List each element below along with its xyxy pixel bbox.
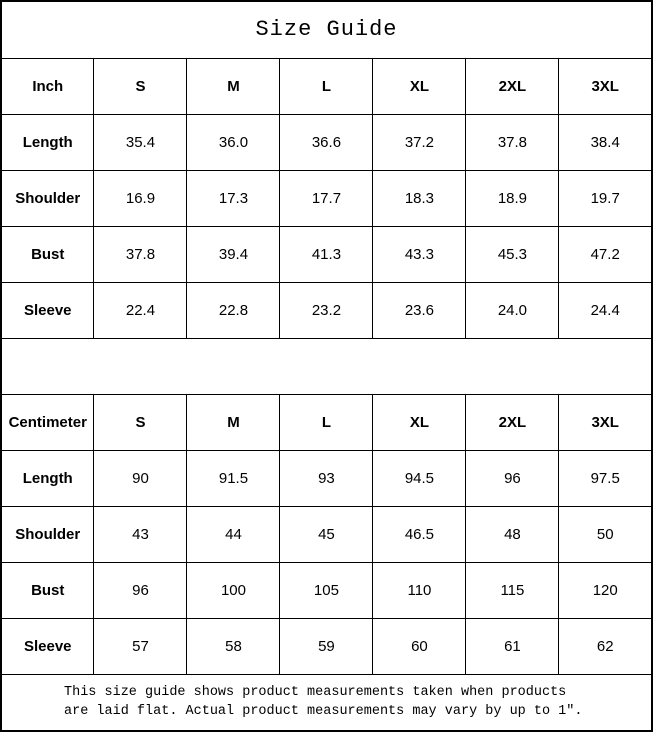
measurement-value: 37.2 <box>372 113 467 171</box>
size-header-m: M <box>186 393 281 451</box>
size-header-l: L <box>279 57 374 115</box>
measurement-value: 90 <box>93 449 188 507</box>
measurement-label: Length <box>0 113 95 171</box>
measurement-value: 35.4 <box>93 113 188 171</box>
measurement-value: 36.6 <box>279 113 374 171</box>
size-header-3xl: 3XL <box>558 393 653 451</box>
centimeter-sleeve-row: Sleeve 57 58 59 60 61 62 <box>0 617 653 675</box>
measurement-value: 45.3 <box>465 225 560 283</box>
measurement-value: 41.3 <box>279 225 374 283</box>
measurement-value: 57 <box>93 617 188 675</box>
size-header-m: M <box>186 57 281 115</box>
measurement-value: 23.2 <box>279 281 374 339</box>
measurement-value: 18.3 <box>372 169 467 227</box>
measurement-value: 93 <box>279 449 374 507</box>
inch-header-row: Inch S M L XL 2XL 3XL <box>0 57 653 115</box>
measurement-value: 39.4 <box>186 225 281 283</box>
measurement-value: 62 <box>558 617 653 675</box>
measurement-value: 23.6 <box>372 281 467 339</box>
measurement-label: Shoulder <box>0 505 95 563</box>
measurement-label: Sleeve <box>0 617 95 675</box>
measurement-value: 115 <box>465 561 560 619</box>
measurement-value: 100 <box>186 561 281 619</box>
measurement-value: 22.8 <box>186 281 281 339</box>
size-header-xl: XL <box>372 57 467 115</box>
measurement-value: 17.7 <box>279 169 374 227</box>
size-header-2xl: 2XL <box>465 57 560 115</box>
centimeter-length-row: Length 90 91.5 93 94.5 96 97.5 <box>0 449 653 507</box>
measurement-value: 91.5 <box>186 449 281 507</box>
size-header-s: S <box>93 57 188 115</box>
measurement-value: 19.7 <box>558 169 653 227</box>
measurement-value: 16.9 <box>93 169 188 227</box>
size-header-3xl: 3XL <box>558 57 653 115</box>
measurement-label: Length <box>0 449 95 507</box>
measurement-value: 43.3 <box>372 225 467 283</box>
measurement-value: 47.2 <box>558 225 653 283</box>
measurement-value: 37.8 <box>93 225 188 283</box>
measurement-value: 18.9 <box>465 169 560 227</box>
centimeter-unit-cell: Centimeter <box>0 393 95 451</box>
measurement-value: 44 <box>186 505 281 563</box>
measurement-value: 24.0 <box>465 281 560 339</box>
size-header-xl: XL <box>372 393 467 451</box>
measurement-value: 96 <box>93 561 188 619</box>
measurement-label: Shoulder <box>0 169 95 227</box>
spacer-row <box>1 337 652 395</box>
footnote-row: This size guide shows product measuremen… <box>0 673 653 732</box>
size-header-2xl: 2XL <box>465 393 560 451</box>
centimeter-shoulder-row: Shoulder 43 44 45 46.5 48 50 <box>0 505 653 563</box>
measurement-value: 46.5 <box>372 505 467 563</box>
measurement-value: 58 <box>186 617 281 675</box>
inch-shoulder-row: Shoulder 16.9 17.3 17.7 18.3 18.9 19.7 <box>0 169 653 227</box>
measurement-label: Bust <box>0 225 95 283</box>
centimeter-header-row: Centimeter S M L XL 2XL 3XL <box>0 393 653 451</box>
inch-unit-cell: Inch <box>0 57 95 115</box>
size-header-l: L <box>279 393 374 451</box>
measurement-value: 17.3 <box>186 169 281 227</box>
measurement-value: 105 <box>279 561 374 619</box>
measurement-value: 48 <box>465 505 560 563</box>
footnote: This size guide shows product measuremen… <box>0 673 653 732</box>
footnote-line-1: This size guide shows product measuremen… <box>64 685 567 701</box>
inch-length-row: Length 35.4 36.0 36.6 37.2 37.8 38.4 <box>0 113 653 171</box>
measurement-label: Sleeve <box>0 281 95 339</box>
measurement-value: 38.4 <box>558 113 653 171</box>
page-title: Size Guide <box>0 0 653 59</box>
measurement-value: 120 <box>558 561 653 619</box>
measurement-label: Bust <box>0 561 95 619</box>
footnote-line-2: are laid flat. Actual product measuremen… <box>64 704 583 720</box>
measurement-value: 61 <box>465 617 560 675</box>
measurement-value: 110 <box>372 561 467 619</box>
measurement-value: 45 <box>279 505 374 563</box>
measurement-value: 59 <box>279 617 374 675</box>
measurement-value: 43 <box>93 505 188 563</box>
inch-sleeve-row: Sleeve 22.4 22.8 23.2 23.6 24.0 24.4 <box>0 281 653 339</box>
measurement-value: 50 <box>558 505 653 563</box>
title-row: Size Guide <box>0 0 653 59</box>
measurement-value: 94.5 <box>372 449 467 507</box>
spacer-cell <box>1 337 652 395</box>
measurement-value: 60 <box>372 617 467 675</box>
measurement-value: 24.4 <box>558 281 653 339</box>
measurement-value: 96 <box>465 449 560 507</box>
centimeter-bust-row: Bust 96 100 105 110 115 120 <box>0 561 653 619</box>
measurement-value: 22.4 <box>93 281 188 339</box>
inch-bust-row: Bust 37.8 39.4 41.3 43.3 45.3 47.2 <box>0 225 653 283</box>
measurement-value: 36.0 <box>186 113 281 171</box>
measurement-value: 37.8 <box>465 113 560 171</box>
measurement-value: 97.5 <box>558 449 653 507</box>
size-header-s: S <box>93 393 188 451</box>
